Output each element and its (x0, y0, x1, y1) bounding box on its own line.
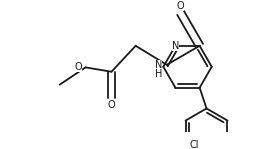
Text: H: H (155, 69, 162, 79)
Text: O: O (108, 100, 115, 110)
Text: O: O (177, 1, 185, 11)
Text: Cl: Cl (190, 140, 199, 149)
Text: N: N (155, 60, 162, 70)
Text: N: N (172, 41, 179, 51)
Text: O: O (74, 62, 82, 72)
